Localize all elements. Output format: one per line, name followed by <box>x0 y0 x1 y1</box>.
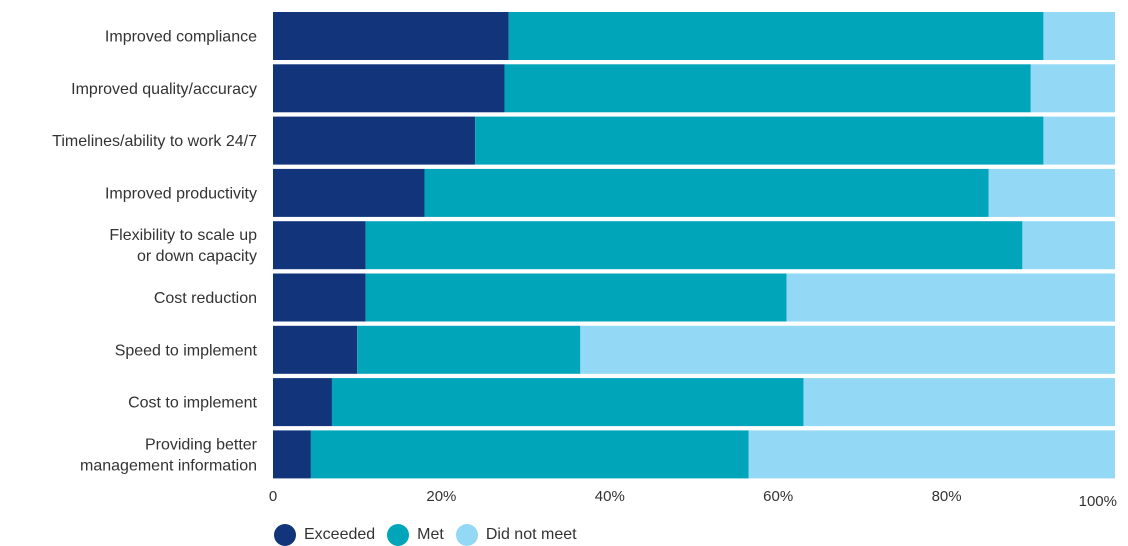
legend-item-did-not-meet: Did not meet <box>455 524 577 546</box>
bar-met-timelines-ability-to-work-24-7 <box>475 116 1044 165</box>
x-tick-label: 80% <box>932 488 962 505</box>
bar-did-not-meet-providing-better-management-information <box>748 430 1115 479</box>
legend-swatch-did-not-meet <box>455 524 478 546</box>
x-tick-label: 20% <box>426 488 456 505</box>
bar-met-flexibility-to-scale-up-or-down-capacity <box>365 221 1023 270</box>
legend-swatch-met <box>387 524 410 546</box>
legend: Exceeded Met Did not meet <box>274 524 589 546</box>
bar-did-not-meet-improved-quality-accuracy <box>1030 64 1115 113</box>
category-label: Improved quality/accuracy <box>71 81 257 98</box>
bar-exceeded-providing-better-management-information <box>273 430 311 479</box>
bar-did-not-meet-cost-reduction <box>786 273 1115 322</box>
category-label: Cost to implement <box>128 395 257 412</box>
category-label: Improved compliance <box>105 29 257 46</box>
bar-met-cost-to-implement <box>331 378 804 427</box>
bar-exceeded-speed-to-implement <box>273 325 358 374</box>
bar-did-not-meet-cost-to-implement <box>803 378 1115 427</box>
legend-item-met: Met <box>387 524 444 546</box>
legend-swatch-exceeded <box>274 524 296 546</box>
bar-met-improved-productivity <box>424 168 989 217</box>
x-tick-label: 100% <box>1079 493 1117 510</box>
category-label: Timelines/ability to work 24/7 <box>52 133 257 150</box>
bar-exceeded-timelines-ability-to-work-24-7 <box>273 116 476 165</box>
legend-label-exceeded: Exceeded <box>304 526 376 543</box>
bar-exceeded-cost-reduction <box>273 273 366 322</box>
bar-exceeded-improved-compliance <box>273 12 509 60</box>
x-tick-label: 40% <box>595 488 625 505</box>
category-label: Speed to implement <box>115 342 258 359</box>
bar-did-not-meet-flexibility-to-scale-up-or-down-capacity <box>1022 221 1115 270</box>
x-tick-label: 0 <box>269 488 277 505</box>
bar-met-cost-reduction <box>365 273 787 322</box>
category-label: Cost reduction <box>154 290 257 307</box>
x-tick-label: 60% <box>763 488 793 505</box>
bar-met-improved-quality-accuracy <box>504 64 1031 113</box>
bar-exceeded-cost-to-implement <box>273 378 332 427</box>
bar-met-providing-better-management-information <box>310 430 749 479</box>
bar-did-not-meet-improved-productivity <box>988 168 1115 217</box>
category-label: Providing better management information <box>80 436 258 474</box>
legend-label-met: Met <box>417 526 444 543</box>
bar-exceeded-improved-quality-accuracy <box>273 64 505 113</box>
bar-met-improved-compliance <box>508 12 1044 60</box>
category-label: Improved productivity <box>105 185 257 202</box>
bar-did-not-meet-improved-compliance <box>1043 12 1115 60</box>
bar-exceeded-improved-productivity <box>273 168 425 217</box>
bar-did-not-meet-speed-to-implement <box>580 325 1115 374</box>
bar-did-not-meet-timelines-ability-to-work-24-7 <box>1043 116 1115 165</box>
legend-item-exceeded: Exceeded <box>274 524 375 546</box>
bar-exceeded-flexibility-to-scale-up-or-down-capacity <box>273 221 366 270</box>
legend-label-did-not-meet: Did not meet <box>485 526 577 543</box>
stacked-bar-chart: Improved compliance Improved quality/accu… <box>52 12 1117 510</box>
bar-met-speed-to-implement <box>357 325 581 374</box>
category-label: Flexibility to scale up or down capacity <box>109 227 257 265</box>
